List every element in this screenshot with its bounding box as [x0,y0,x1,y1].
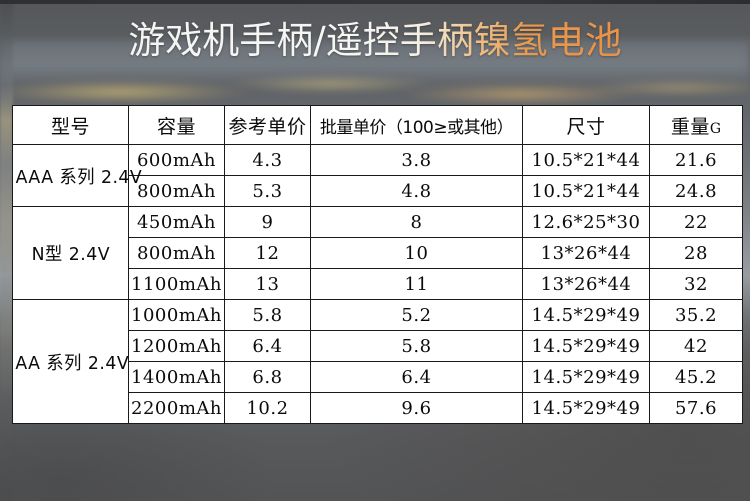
cell-batch-price: 8 [310,206,523,238]
model-group-aa: AA 系列 2.4V [12,299,129,424]
cell-ref-price: 10.2 [224,392,311,424]
cell-batch-price: 4.8 [310,175,523,207]
cell-dimension: 13*26*44 [522,237,650,269]
column-header-batch-price: 批量单价（100≥或其他） [310,105,523,145]
cell-capacity: 450mAh [128,206,225,238]
cell-dimension: 12.6*25*30 [522,206,650,238]
column-header-model: 型号 [12,105,129,145]
cell-weight: 22 [649,206,743,238]
cell-ref-price: 5.3 [224,175,311,207]
table-body: AAA 系列 2.4V 600mAh 4.3 3.8 10.5*21*44 21… [12,144,743,424]
column-header-capacity: 容量 [128,105,225,145]
cell-batch-price: 3.8 [310,144,523,176]
cell-ref-price: 9 [224,206,311,238]
cell-capacity: 2200mAh [128,392,225,424]
table-row: 2200mAh 10.2 9.6 14.5*29*49 57.6 [13,392,743,424]
column-header-weight: 重量G [649,105,743,145]
model-group-n: N型 2.4V [12,206,129,300]
cell-weight: 35.2 [649,299,743,331]
cell-dimension: 14.5*29*49 [522,330,650,362]
battery-spec-table: 型号 容量 参考单价 批量单价（100≥或其他） 尺寸 重量G AAA 系列 2… [12,105,743,424]
cell-dimension: 10.5*21*44 [522,144,650,176]
cell-capacity: 600mAh [128,144,225,176]
cell-ref-price: 4.3 [224,144,311,176]
table-row: 1200mAh 6.4 5.8 14.5*29*49 42 [13,330,743,362]
page-title: 游戏机手柄/遥控手柄镍氢电池 [0,16,750,66]
cell-ref-price: 6.8 [224,361,311,393]
cell-weight: 32 [649,268,743,300]
cell-weight: 57.6 [649,392,743,424]
cell-capacity: 1100mAh [128,268,225,300]
cell-batch-price: 5.2 [310,299,523,331]
background-top-strip [0,0,750,4]
cell-capacity: 1400mAh [128,361,225,393]
cell-weight: 21.6 [649,144,743,176]
cell-weight: 42 [649,330,743,362]
column-header-ref-price: 参考单价 [224,105,311,145]
cell-dimension: 14.5*29*49 [522,361,650,393]
cell-dimension: 13*26*44 [522,268,650,300]
cell-batch-price: 5.8 [310,330,523,362]
table-head: 型号 容量 参考单价 批量单价（100≥或其他） 尺寸 重量G [12,105,743,145]
table-row: AA 系列 2.4V 1000mAh 5.8 5.2 14.5*29*49 35… [12,299,743,424]
spec-table-container: 型号 容量 参考单价 批量单价（100≥或其他） 尺寸 重量G AAA 系列 2… [12,105,743,424]
weight-label: 重量 [670,115,710,138]
cell-capacity: 800mAh [128,237,225,269]
column-header-dimension: 尺寸 [522,105,650,145]
cell-batch-price: 6.4 [310,361,523,393]
cell-weight: 45.2 [649,361,743,393]
cell-dimension: 10.5*21*44 [522,175,650,207]
table-header-row: 型号 容量 参考单价 批量单价（100≥或其他） 尺寸 重量G [12,105,743,145]
cell-capacity: 800mAh [128,175,225,207]
cell-dimension: 14.5*29*49 [522,299,650,331]
cell-ref-price: 6.4 [224,330,311,362]
cell-weight: 28 [649,237,743,269]
weight-unit: G [709,120,722,137]
cell-batch-price: 11 [310,268,523,300]
cell-ref-price: 12 [224,237,311,269]
table-row: N型 2.4V 450mAh 9 8 12.6*25*30 22 [12,206,743,300]
table-row: AAA 系列 2.4V 600mAh 4.3 3.8 10.5*21*44 21… [12,144,743,207]
cell-batch-price: 10 [310,237,523,269]
background-left-edge [0,0,13,501]
cell-capacity: 1000mAh [128,299,225,331]
cell-ref-price: 5.8 [224,299,311,331]
model-group-aaa: AAA 系列 2.4V [12,144,142,207]
cell-ref-price: 13 [224,268,311,300]
table-row: 800mAh 12 10 13*26*44 28 [13,237,743,269]
table-row: 800mAh 5.3 4.8 10.5*21*44 24.8 [13,175,743,207]
table-row: 1100mAh 13 11 13*26*44 32 [13,268,743,300]
cell-weight: 24.8 [649,175,743,207]
cell-dimension: 14.5*29*49 [522,392,650,424]
cell-capacity: 1200mAh [128,330,225,362]
cell-batch-price: 9.6 [310,392,523,424]
